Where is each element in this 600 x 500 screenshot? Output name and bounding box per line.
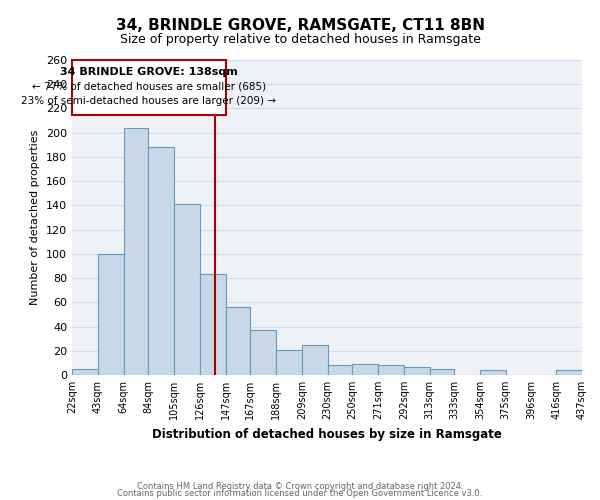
Text: 34, BRINDLE GROVE, RAMSGATE, CT11 8BN: 34, BRINDLE GROVE, RAMSGATE, CT11 8BN <box>115 18 485 32</box>
Text: 34 BRINDLE GROVE: 138sqm: 34 BRINDLE GROVE: 138sqm <box>60 67 238 77</box>
Text: ← 77% of detached houses are smaller (685): ← 77% of detached houses are smaller (68… <box>32 82 266 92</box>
Bar <box>302 344 328 375</box>
Text: Contains public sector information licensed under the Open Government Licence v3: Contains public sector information licen… <box>118 489 482 498</box>
Bar <box>174 204 200 375</box>
Bar <box>430 369 454 375</box>
Bar <box>98 254 124 375</box>
Bar <box>200 274 226 375</box>
Text: Contains HM Land Registry data © Crown copyright and database right 2024.: Contains HM Land Registry data © Crown c… <box>137 482 463 491</box>
Text: Size of property relative to detached houses in Ramsgate: Size of property relative to detached ho… <box>119 32 481 46</box>
Bar <box>124 128 148 375</box>
Bar <box>226 307 250 375</box>
X-axis label: Distribution of detached houses by size in Ramsgate: Distribution of detached houses by size … <box>152 428 502 440</box>
Bar <box>404 366 430 375</box>
Y-axis label: Number of detached properties: Number of detached properties <box>31 130 40 305</box>
Bar <box>72 369 98 375</box>
Bar <box>328 366 352 375</box>
Bar <box>250 330 276 375</box>
Bar <box>378 366 404 375</box>
Bar <box>148 147 174 375</box>
Text: 23% of semi-detached houses are larger (209) →: 23% of semi-detached houses are larger (… <box>22 96 277 106</box>
FancyBboxPatch shape <box>72 60 226 114</box>
Bar <box>480 370 506 375</box>
Bar <box>352 364 378 375</box>
Bar <box>556 370 582 375</box>
Bar <box>276 350 302 375</box>
